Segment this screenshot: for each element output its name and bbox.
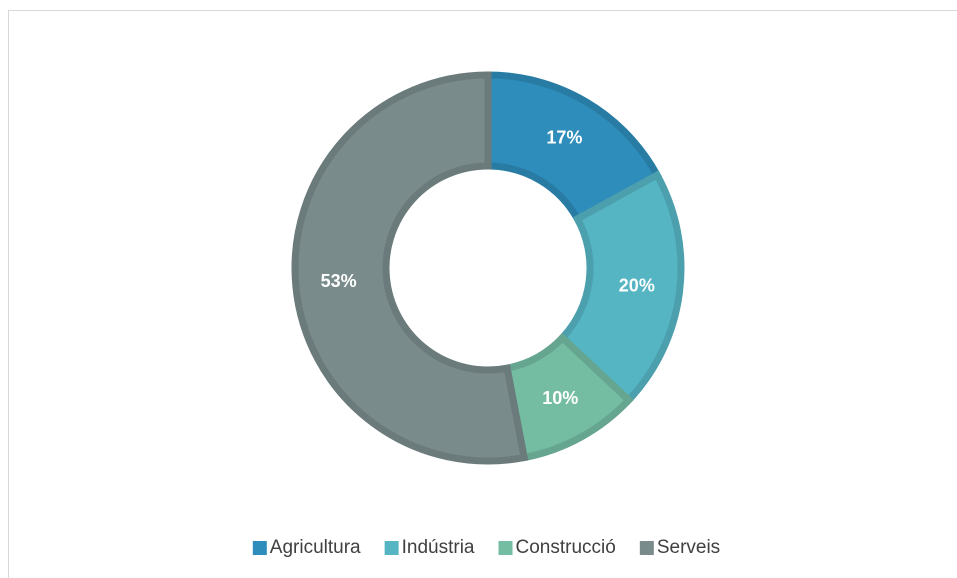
legend-label: Construcció	[516, 537, 616, 558]
data-label: 17%	[546, 128, 582, 148]
donut-segment	[557, 170, 685, 406]
donut-segment	[291, 71, 529, 465]
data-label: 53%	[321, 271, 357, 291]
chart-frame	[8, 10, 957, 578]
legend-swatch	[498, 541, 513, 555]
data-label: 10%	[542, 388, 578, 408]
legend-label: Indústria	[402, 537, 475, 558]
legend-label: Agricultura	[270, 537, 361, 558]
data-label: 20%	[619, 276, 655, 296]
legend-swatch	[384, 541, 399, 555]
donut-segment	[484, 71, 662, 224]
legend-swatch	[639, 541, 654, 555]
legend-label: Serveis	[657, 537, 720, 558]
legend-swatch	[252, 541, 267, 555]
